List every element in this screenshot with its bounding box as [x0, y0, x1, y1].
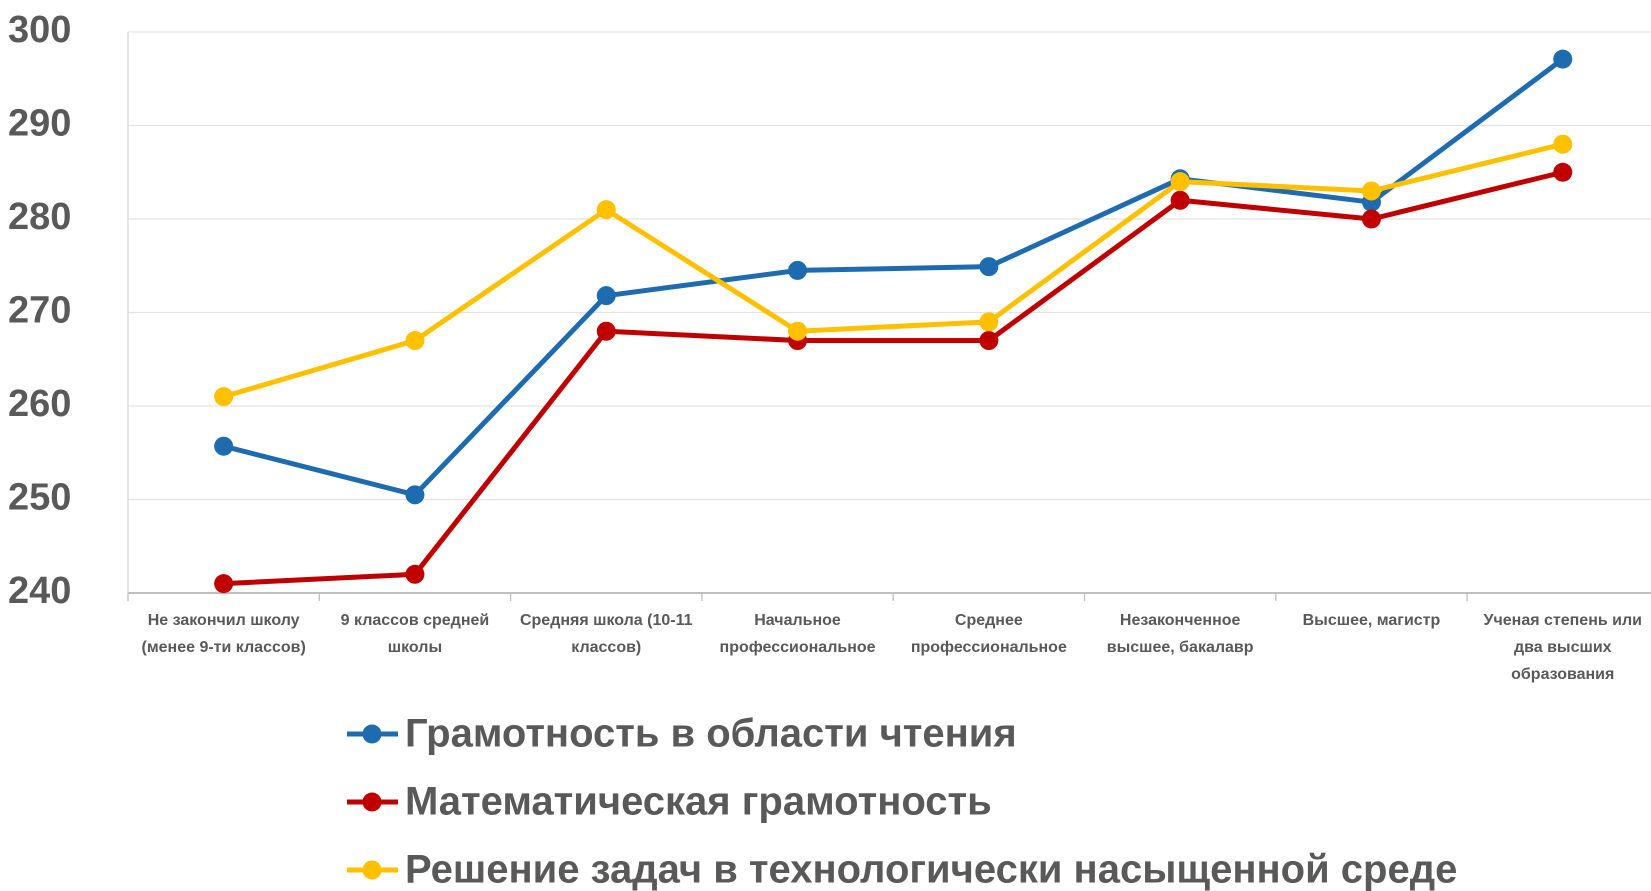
y-tick-label: 240: [8, 570, 71, 612]
legend-marker: [362, 792, 382, 812]
y-tick-label: 270: [8, 290, 71, 332]
y-tick-label: 280: [8, 196, 71, 238]
data-point: [596, 200, 616, 220]
legend-label: Математическая грамотность: [405, 780, 992, 824]
data-point: [405, 331, 425, 351]
legend-label: Решение задач в технологически насыщенно…: [405, 848, 1457, 891]
data-point: [214, 387, 234, 407]
y-tick-label: 260: [8, 383, 71, 425]
data-point: [1553, 49, 1573, 69]
data-point: [1170, 190, 1190, 210]
data-point: [1361, 209, 1381, 229]
data-point: [979, 257, 999, 277]
data-point: [405, 564, 425, 584]
x-tick-label: Среднее профессиональное: [911, 612, 1067, 656]
legend-marker: [362, 724, 382, 744]
series-line: [223, 57, 1565, 498]
data-point: [979, 312, 999, 332]
series-line: [222, 141, 1564, 400]
x-tick-label: Средняя школа (10-11 классов): [520, 612, 693, 656]
data-point: [1361, 181, 1381, 201]
data-point: [788, 260, 808, 280]
x-tick-label: Начальное профессиональное: [720, 612, 876, 656]
data-point: [979, 331, 999, 351]
data-point: [214, 574, 234, 594]
data-point: [596, 286, 616, 306]
y-tick-label: 290: [8, 103, 71, 145]
legend-marker: [362, 860, 382, 880]
x-tick-label: 9 классов средней школы: [341, 612, 490, 656]
data-point: [596, 321, 616, 341]
x-tick-label: Не закончил школу (менее 9-ти классов): [141, 612, 305, 656]
data-point: [1553, 134, 1573, 154]
data-point: [1553, 162, 1573, 182]
x-tick-label: Незаконченное высшее, бакалавр: [1107, 612, 1254, 656]
data-point: [214, 436, 234, 456]
series-line: [223, 169, 1564, 587]
data-point: [1170, 172, 1190, 192]
y-tick-label: 300: [8, 9, 71, 51]
data-point: [405, 485, 425, 505]
y-tick-label: 250: [8, 477, 71, 519]
legend-label: Грамотность в области чтения: [405, 712, 1017, 756]
x-tick-label: Ученая степень или два высших образования: [1484, 612, 1642, 683]
data-point: [788, 321, 808, 341]
x-tick-label: Высшее, магистр: [1303, 612, 1441, 629]
